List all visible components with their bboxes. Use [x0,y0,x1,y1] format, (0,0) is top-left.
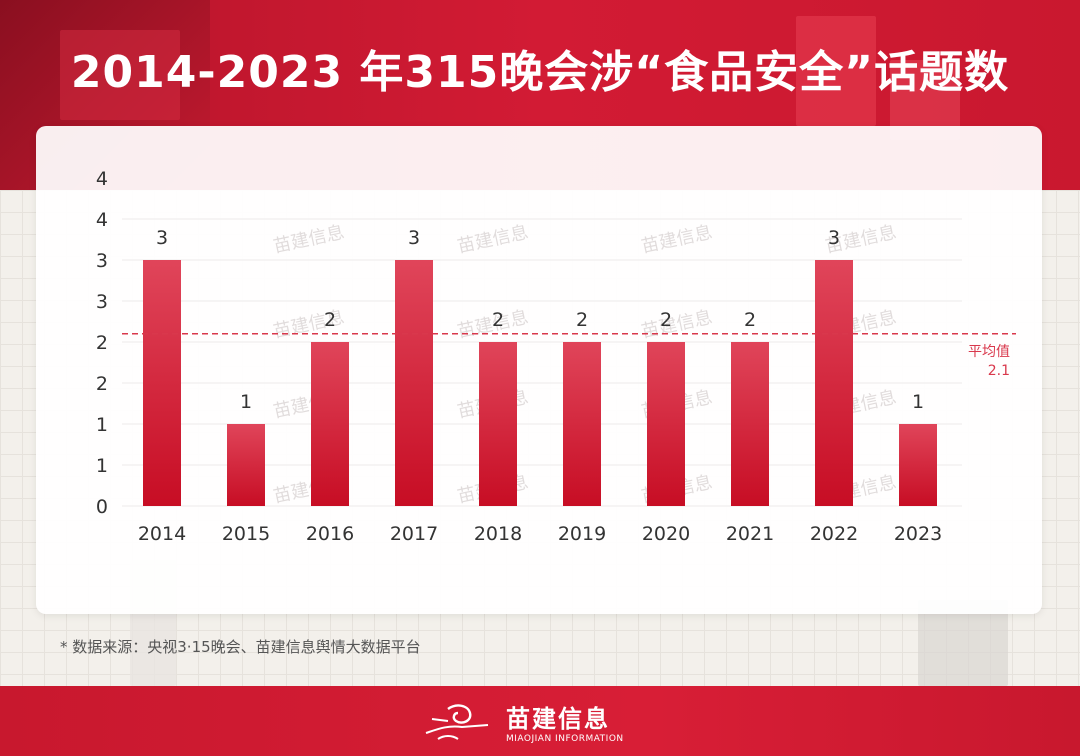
x-axis: 2014 2015 2016 2017 2018 2019 2020 2021 2022 2023 [138,523,942,545]
y-tick-label: 1 [96,414,108,436]
watermark-text: 苗建信息 [455,222,530,258]
bar [731,342,769,506]
bar [311,342,349,506]
x-tick-label: 2014 [138,523,186,545]
y-tick-label: 1 [96,455,108,477]
data-label: 3 [156,227,168,249]
x-tick-label: 2021 [726,523,774,545]
source-note: * 数据来源：央视3·15晚会、苗建信息舆情大数据平台 [60,638,421,656]
x-tick-label: 2015 [222,523,270,545]
y-tick-label: 0 [96,496,108,518]
x-tick-label: 2019 [558,523,606,545]
bar [479,342,517,506]
brand-name: 苗建信息 [506,704,610,733]
data-label: 2 [324,309,336,331]
bar [227,424,265,506]
miaojian-logo-icon [425,704,489,740]
data-label: 3 [828,227,840,249]
footer-band [0,686,1080,756]
x-tick-label: 2022 [810,523,858,545]
chart-card [36,126,1042,614]
watermark-text: 苗建信息 [639,307,714,343]
y-tick-label: 2 [96,332,108,354]
data-label: 1 [240,391,252,413]
x-tick-label: 2016 [306,523,354,545]
bar [395,260,433,506]
x-tick-label: 2023 [894,523,942,545]
average-label: 平均值 [968,344,1010,360]
data-label: 2 [660,309,672,331]
x-tick-label: 2020 [642,523,690,545]
data-label: 3 [408,227,420,249]
y-tick-label: 4 [96,209,108,231]
bars: 3 1 2 3 2 2 2 2 3 1 [143,227,937,506]
data-label: 2 [576,309,588,331]
y-tick-label: 2 [96,373,108,395]
brand: 苗建信息 MIAOJIAN INFORMATION [418,694,668,748]
decor-block [60,30,180,120]
y-tick-label: 4 [96,168,108,190]
x-tick-label: 2018 [474,523,522,545]
data-label: 1 [912,391,924,413]
x-tick-label: 2017 [390,523,438,545]
watermark-text: 苗建信息 [271,222,346,258]
bar [143,260,181,506]
decor-block [796,16,876,126]
bar [815,260,853,506]
watermark-text: 苗建信息 [639,222,714,258]
average-value: 2.1 [988,363,1010,379]
page-title: 2014-2023 年315晚会涉“食品安全”话题数 [70,47,1010,98]
data-label: 2 [744,309,756,331]
bar [647,342,685,506]
bar [899,424,937,506]
average-layer: 平均值 2.1 [122,333,1016,379]
decor-block [918,600,1008,686]
bar [563,342,601,506]
brand-subtitle: MIAOJIAN INFORMATION [506,733,624,744]
y-tick-label: 3 [96,291,108,313]
data-label: 2 [492,309,504,331]
y-axis: 0 1 1 2 2 3 3 4 4 [96,168,108,518]
y-tick-label: 3 [96,250,108,272]
